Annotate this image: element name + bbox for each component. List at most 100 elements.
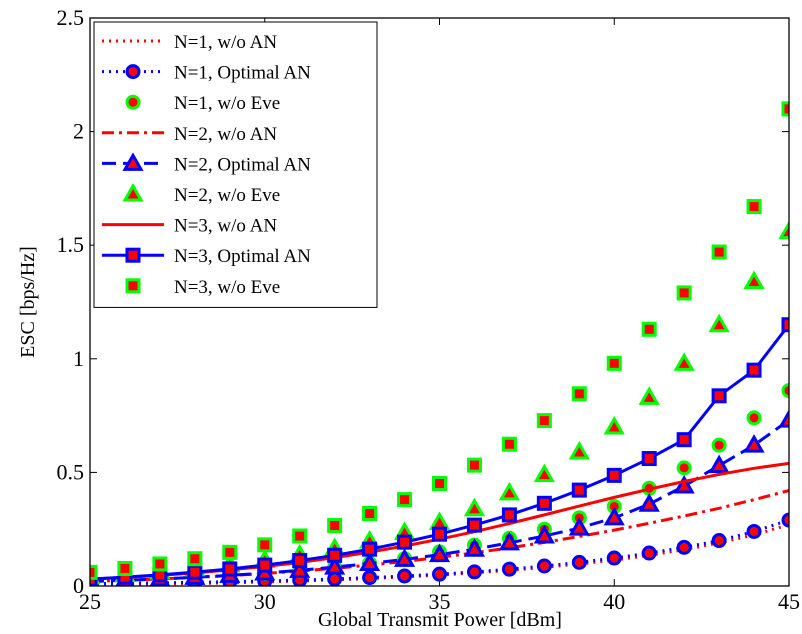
x-tick-label: 35: [429, 589, 451, 614]
data-point: [90, 564, 98, 580]
x-tick-label: 30: [254, 589, 276, 614]
x-axis-label: Global Transmit Power [dBm]: [318, 609, 562, 631]
data-point: [327, 547, 343, 563]
data-point: [746, 362, 762, 378]
data-point: [501, 561, 517, 577]
legend-label: N=2, w/o AN: [174, 124, 277, 145]
legend-item: N=2, w/o Eve: [122, 182, 280, 206]
data-point: [638, 493, 660, 512]
legend-marker: [125, 64, 141, 80]
data-point: [536, 495, 552, 511]
legend-label: N=3, Optimal AN: [174, 246, 311, 267]
data-point: [606, 467, 622, 483]
data-point: [362, 541, 378, 557]
data-point: [606, 550, 622, 566]
legend-marker: [125, 247, 141, 263]
series-line: [90, 418, 789, 583]
legend-item: N=1, w/o AN: [102, 32, 277, 53]
data-point: [641, 451, 657, 467]
data-point: [466, 457, 482, 473]
data-point: [711, 533, 727, 549]
data-point: [536, 558, 552, 574]
y-tick-label: 2: [73, 119, 84, 144]
data-point: [222, 544, 238, 560]
data-point: [746, 199, 762, 215]
data-point: [152, 556, 168, 572]
legend-label: N=3, w/o AN: [174, 216, 277, 237]
x-tick-label: 45: [778, 589, 800, 614]
legend-item: N=3, w/o AN: [102, 216, 277, 237]
data-point: [289, 559, 311, 578]
data-point: [463, 497, 486, 517]
data-point: [428, 511, 451, 530]
legend-item: N=2, Optimal AN: [102, 152, 311, 175]
data-point: [397, 492, 413, 508]
data-point: [708, 454, 730, 474]
data-point: [781, 512, 789, 528]
plot-frame: [89, 17, 790, 587]
y-tick-label: 0: [73, 573, 84, 598]
data-point: [711, 388, 727, 404]
data-point: [676, 539, 692, 555]
data-point: [743, 270, 765, 290]
y-tick-label: 2.5: [57, 5, 85, 30]
legend-marker: [125, 278, 141, 294]
legend-item: N=3, Optimal AN: [102, 246, 311, 267]
y-tick-label: 1.5: [57, 232, 85, 257]
data-point: [397, 568, 413, 584]
legend-label: N=1, w/o Eve: [174, 93, 280, 114]
data-point: [362, 570, 378, 586]
legend-label: N=1, Optimal AN: [174, 63, 311, 84]
data-point: [466, 517, 482, 533]
legend-item: N=3, w/o Eve: [125, 277, 280, 298]
data-point: [568, 517, 590, 536]
data-point: [778, 409, 789, 428]
data-point: [708, 313, 730, 333]
data-point: [781, 101, 789, 117]
legend-marker: [125, 94, 141, 110]
data-point: [466, 564, 482, 580]
data-point: [711, 244, 727, 260]
data-point: [292, 528, 308, 544]
data-point: [432, 566, 447, 582]
data-point: [641, 545, 657, 561]
y-gridless-ticks: 0 0.5 1 1.5 2 2.5: [57, 5, 789, 598]
data-point: [432, 476, 447, 492]
y-tick-label: 0.5: [57, 459, 85, 484]
legend-item: N=1, Optimal AN: [102, 63, 311, 84]
legend-box: [93, 21, 378, 308]
data-point: [324, 556, 346, 575]
data-point: [501, 507, 517, 523]
legend-label: N=1, w/o AN: [174, 32, 277, 53]
legend-item: N=1, w/o Eve: [125, 93, 280, 114]
data-point: [743, 434, 765, 453]
data-point: [606, 355, 622, 371]
data-point: [533, 524, 555, 544]
data-point: [292, 553, 308, 569]
data-point: [117, 561, 133, 577]
data-point: [676, 460, 692, 476]
data-point: [432, 526, 447, 542]
data-point: [571, 554, 587, 570]
y-tick-label: 1: [73, 346, 84, 371]
data-point: [187, 564, 203, 580]
data-point: [397, 534, 413, 550]
legend-label: N=3, w/o Eve: [174, 277, 280, 298]
y-axis-label: ESC [bps/Hz]: [17, 246, 39, 358]
data-point: [327, 518, 343, 534]
data-point: [257, 537, 273, 553]
x-tick-label: 25: [79, 589, 101, 614]
data-point: [393, 548, 416, 567]
x-gridless-ticks: 25 30 35 40 45: [79, 18, 800, 614]
data-point: [673, 352, 695, 371]
series-9: [90, 101, 789, 580]
data-point: [641, 321, 657, 337]
legend-marker: [122, 152, 144, 171]
data-point: [781, 317, 789, 333]
legend-label: N=2, w/o Eve: [174, 185, 280, 206]
data-point: [781, 383, 789, 399]
data-point: [568, 440, 590, 460]
series-layer: [90, 101, 789, 586]
data-point: [676, 285, 692, 301]
